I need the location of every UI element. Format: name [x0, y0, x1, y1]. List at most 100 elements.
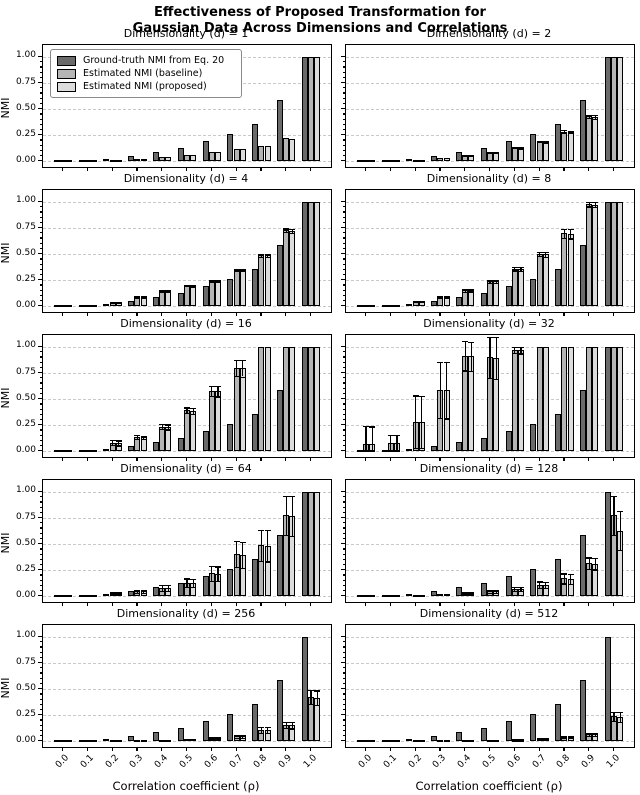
y-minor-tick [39, 268, 42, 270]
bar-proposed [314, 491, 321, 597]
error-bar-cap [493, 337, 500, 339]
error-bar-cap [592, 202, 599, 204]
y-tick [341, 279, 345, 281]
x-tick [111, 602, 113, 606]
error-bar-cap [586, 206, 593, 208]
error-bar-cap [215, 386, 221, 388]
x-tick [389, 167, 391, 171]
subplot-d128: Dimensionality (d) = 128 [341, 462, 635, 606]
bar-baseline [308, 201, 314, 307]
subplot-title: Dimensionality (d) = 8 [426, 172, 552, 185]
error-bar-cap [283, 228, 290, 230]
error-bar-cap [264, 726, 271, 729]
y-minor-tick [342, 242, 345, 244]
gridline [43, 636, 331, 638]
error-bar-cap [468, 155, 475, 157]
y-minor-tick [342, 247, 345, 250]
y-tick [341, 160, 345, 162]
y-tick [341, 543, 345, 545]
error-bar-cap [462, 370, 469, 372]
bar-baseline [60, 160, 66, 163]
error-bar [421, 396, 423, 449]
bar-groundtruth [53, 160, 60, 163]
y-minor-tick [342, 408, 345, 410]
error-bar-cap [487, 589, 493, 591]
y-minor-tick [342, 118, 345, 120]
bar-groundtruth [580, 100, 586, 162]
bar-groundtruth [103, 449, 110, 452]
bar-baseline [60, 450, 66, 453]
bar-proposed [289, 138, 296, 162]
error-bar-cap [208, 738, 215, 740]
y-minor-tick [39, 139, 42, 141]
x-tick [613, 457, 615, 461]
error-bar-cap [468, 291, 475, 294]
error-bar-cap [134, 589, 141, 591]
bar-groundtruth [480, 727, 487, 742]
bar-baseline [511, 147, 518, 162]
error-bar-cap [369, 426, 376, 428]
x-axis-label: Correlation coefficient (ρ) [112, 779, 260, 793]
y-minor-tick [39, 641, 42, 643]
bar-groundtruth [78, 160, 85, 163]
error-bar-cap [184, 578, 190, 580]
bar-baseline [363, 160, 369, 163]
bar-groundtruth [53, 595, 60, 598]
legend: Ground-truth NMI from Eq. 20 Estimated NM… [50, 49, 242, 98]
error-bar-cap [140, 589, 147, 591]
error-bar-cap [264, 733, 271, 735]
x-tick [414, 602, 416, 606]
bar-proposed [165, 291, 172, 307]
error-bar [495, 337, 497, 379]
error-bar-cap [159, 590, 166, 593]
y-minor-tick [39, 429, 42, 431]
plot-area-d32 [345, 334, 635, 458]
bar-groundtruth [555, 413, 562, 452]
y-minor-tick [39, 522, 42, 524]
x-tick [161, 602, 163, 606]
bar-groundtruth [202, 720, 209, 742]
y-tick [341, 635, 345, 638]
gridline [43, 161, 331, 163]
error-bar-cap [443, 594, 450, 596]
error-bar-cap [518, 147, 524, 149]
bar-groundtruth [505, 140, 512, 162]
gridline [346, 228, 634, 230]
bar-groundtruth [177, 727, 184, 742]
error-bar-cap [511, 739, 518, 741]
error-bar-cap [140, 297, 147, 299]
x-tick [310, 602, 312, 606]
error-bar-cap [418, 396, 425, 398]
bar-groundtruth [356, 160, 363, 163]
bar-groundtruth [555, 268, 562, 307]
plot-area-d128 [345, 479, 635, 603]
bar-groundtruth [604, 56, 611, 162]
error-bar-cap [208, 566, 215, 568]
bar-proposed [140, 158, 147, 162]
error-bar-cap [258, 560, 265, 562]
x-tick [62, 747, 64, 751]
y-minor-tick [39, 211, 42, 213]
bar-groundtruth [604, 346, 611, 452]
bar-proposed [369, 160, 376, 163]
y-tick [341, 595, 345, 597]
plot-area-d256 [42, 624, 332, 748]
error-bar-cap [208, 279, 215, 281]
error-bar-cap [159, 424, 166, 426]
y-tick [38, 305, 42, 307]
error-bar [489, 279, 491, 283]
error-bar-cap [165, 291, 172, 294]
error-bar-cap [542, 142, 549, 144]
bar-groundtruth [555, 123, 562, 162]
y-tick [341, 134, 345, 136]
y-minor-tick [342, 113, 345, 115]
y-tick [38, 55, 42, 58]
bar-baseline [412, 595, 419, 598]
error-bar-cap [239, 376, 246, 378]
bar-groundtruth [227, 713, 234, 742]
y-tick-label: 0.75 [15, 656, 36, 667]
bar-baseline [387, 595, 394, 598]
bar-proposed [115, 740, 122, 743]
error-bar-cap [567, 736, 574, 738]
error-bar-cap [412, 300, 419, 303]
